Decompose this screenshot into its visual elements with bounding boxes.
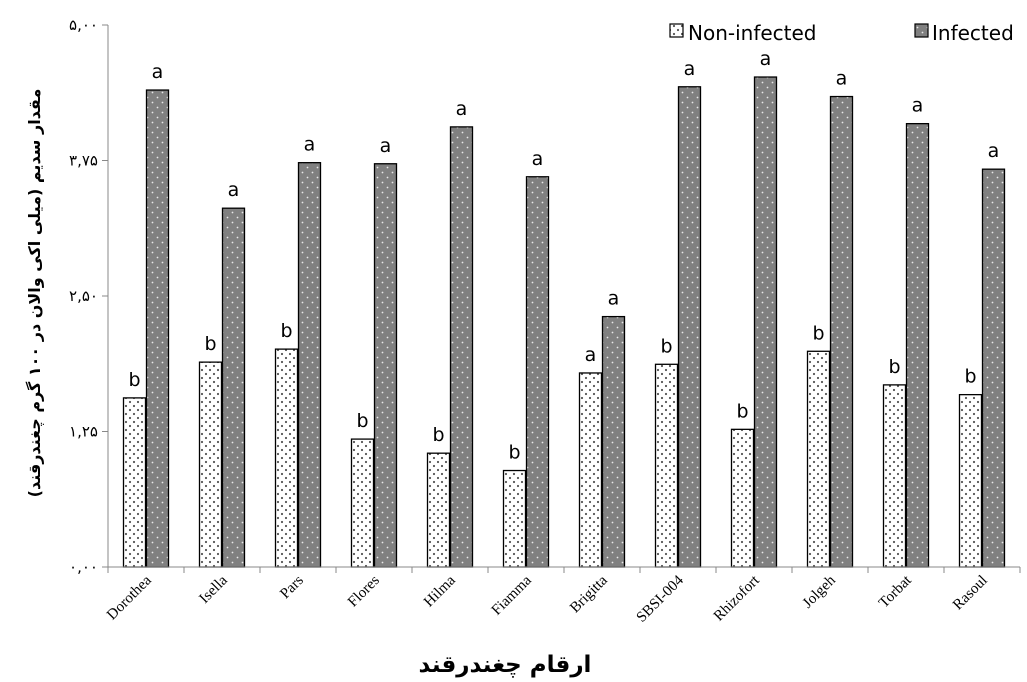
y-tick-label: ۳,۷۵	[69, 152, 98, 170]
y-ticks: ۰,۰۰ ۱,۲۵ ۲,۵۰ ۳,۷۵ ۵,۰۰	[69, 16, 108, 576]
x-tick-label-flores: Flores	[345, 572, 383, 610]
bar-non-infected-jolgeh	[806, 350, 831, 568]
bar-letter-infected-rasoul: a	[988, 140, 1000, 162]
bar-letter-infected-isella: a	[228, 179, 240, 201]
bar-letter-non-infected-hilma: b	[432, 424, 444, 446]
bar-letter-infected-pars: a	[304, 134, 316, 156]
bar-infected-isella	[221, 207, 246, 568]
bar-infected-rasoul	[981, 168, 1006, 568]
bar-letter-infected-dorothea: a	[152, 61, 164, 83]
bar-letter-infected-brigitta: a	[608, 288, 620, 310]
x-tick-label-rasoul: Rasoul	[950, 573, 991, 614]
x-tick-label-hilma: Hilma	[421, 572, 459, 610]
y-tick-label: ۱,۲۵	[69, 423, 98, 441]
bar-infected-hilma	[449, 126, 474, 568]
bar-letter-non-infected-rhizofort: b	[736, 400, 748, 422]
bar-non-infected-flores	[350, 438, 375, 568]
x-tick-label-isella: Isella	[197, 572, 232, 607]
bar-infected-jolgeh	[829, 95, 854, 568]
y-tick-label: ۰,۰۰	[69, 558, 98, 576]
bar-non-infected-torbat	[882, 384, 907, 568]
bar-non-infected-sbsi-004	[654, 363, 679, 568]
bar-letter-non-infected-pars: b	[280, 320, 292, 342]
bar-non-infected-rhizofort	[730, 428, 755, 568]
bar-infected-sbsi-004	[677, 86, 702, 568]
y-tick-label: ۲,۵۰	[69, 287, 98, 305]
bar-non-infected-rasoul	[958, 393, 983, 568]
bar-letter-non-infected-isella: b	[204, 333, 216, 355]
bar-letter-infected-hilma: a	[456, 98, 468, 120]
legend-swatch-infected	[914, 23, 929, 38]
bar-infected-torbat	[905, 122, 930, 568]
legend-swatch-non-infected	[669, 23, 684, 38]
x-tick-label-pars: Pars	[277, 572, 307, 602]
bar-letter-non-infected-fiamma: b	[508, 442, 520, 464]
bar-letter-non-infected-brigitta: a	[585, 344, 597, 366]
x-axis-title: ارقام چغندرقند	[419, 652, 592, 678]
bar-letter-infected-sbsi-004: a	[684, 58, 696, 80]
x-tick-label-sbsi-004: SBSI-004	[634, 572, 688, 626]
bar-infected-dorothea	[145, 89, 170, 568]
bar-infected-rhizofort	[753, 76, 778, 568]
x-tick-label-torbat: Torbat	[876, 572, 915, 611]
bar-letter-non-infected-sbsi-004: b	[660, 335, 672, 357]
bar-non-infected-hilma	[426, 452, 451, 568]
bar-letter-non-infected-rasoul: b	[964, 366, 976, 388]
bar-infected-pars	[297, 162, 322, 568]
bar-non-infected-pars	[274, 348, 299, 568]
y-tick-label: ۵,۰۰	[69, 16, 98, 34]
bar-letter-non-infected-torbat: b	[888, 356, 900, 378]
x-tick-label-fiamma: Fiamma	[489, 572, 535, 618]
x-tick-label-brigitta: Brigitta	[567, 572, 611, 616]
bar-non-infected-dorothea	[122, 397, 147, 568]
bar-letters-layer: b b b b b b a b b b b b a a a a a a a a a a a a	[128, 48, 999, 463]
bar-letter-infected-jolgeh: a	[836, 68, 848, 90]
bar-non-infected-isella	[198, 361, 223, 568]
bar-letter-non-infected-dorothea: b	[128, 369, 140, 391]
bar-infected-fiamma	[525, 176, 550, 568]
legend: Non-infected Infected	[669, 21, 1014, 45]
bar-infected-flores	[373, 163, 398, 568]
x-tick-label-dorothea: Dorothea	[104, 572, 155, 623]
bar-letter-infected-fiamma: a	[532, 148, 544, 170]
x-tick-label-jolgeh: Jolgeh	[800, 572, 839, 611]
bar-letter-infected-flores: a	[380, 135, 392, 157]
bar-letter-non-infected-flores: b	[356, 410, 368, 432]
y-axis-title: مقدار سدیم (میلی اکی والان در ۱۰۰ گرم چغ…	[25, 89, 45, 498]
bar-non-infected-fiamma	[502, 469, 527, 568]
bar-infected-brigitta	[601, 315, 626, 568]
bar-letter-infected-rhizofort: a	[760, 48, 772, 70]
bar-non-infected-brigitta	[578, 372, 603, 568]
bar-letter-non-infected-jolgeh: b	[812, 322, 824, 344]
x-ticks: Dorothea Isella Pars Flores Hilma Fiamma Brigi…	[104, 567, 1021, 626]
x-tick-label-rhizofort: Rhizofort	[711, 572, 764, 625]
legend-label-non-infected: Non-infected	[688, 21, 817, 45]
bar-letter-infected-torbat: a	[912, 95, 924, 117]
legend-label-infected: Infected	[932, 21, 1014, 45]
bars-layer	[122, 76, 1006, 568]
